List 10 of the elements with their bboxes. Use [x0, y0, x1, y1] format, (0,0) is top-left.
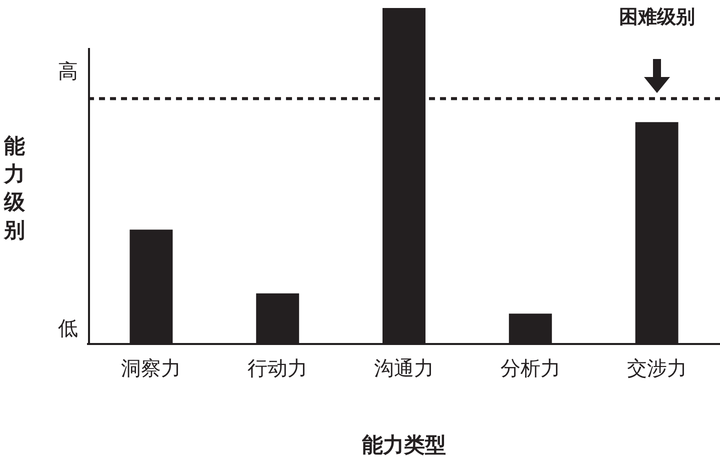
- x-axis-title: 能力类型: [362, 432, 446, 457]
- text: 低: [58, 316, 78, 340]
- x-tick-label: 洞察力: [121, 356, 182, 380]
- x-tick-label: 沟通力: [374, 356, 434, 380]
- x-tick-label: 行动力: [248, 356, 308, 380]
- x-tick-label: 交涉力: [626, 356, 687, 380]
- y-axis-title: 能力级别: [4, 133, 26, 244]
- x-tick-label: 分析力: [500, 356, 560, 380]
- ref-line-label: 困难级别: [618, 6, 695, 28]
- text: 高: [58, 59, 78, 84]
